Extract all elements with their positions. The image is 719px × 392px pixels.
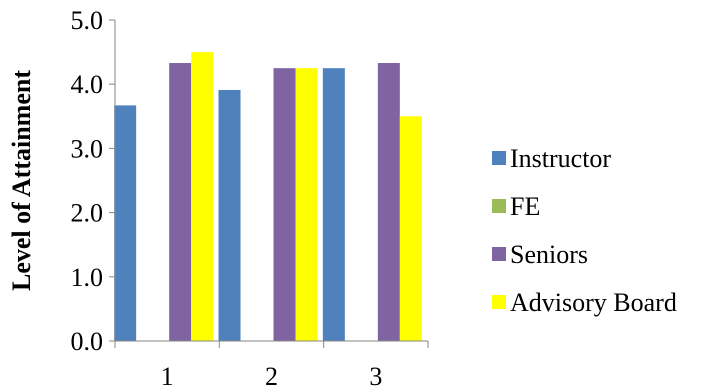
bar-seniors-2 (273, 68, 296, 342)
x-tick-label: 3 (369, 362, 382, 391)
bar-advisory-board-1 (191, 52, 214, 341)
y-tick-label: 0.0 (71, 327, 104, 356)
bar-seniors-1 (169, 63, 192, 341)
axes: 0.0 1.0 2.0 3.0 4.0 5.0 1 2 3 Level of Attainment (7, 6, 429, 391)
legend-label: Instructor (510, 144, 611, 173)
legend-swatch (492, 247, 506, 261)
y-tick-label: 5.0 (71, 6, 104, 35)
bar-seniors-3 (377, 63, 400, 341)
legend-swatch (492, 295, 506, 309)
plot-area (114, 52, 422, 342)
bar-advisory-board-2 (295, 68, 318, 342)
legend-swatch (492, 151, 506, 165)
y-tick-label: 3.0 (71, 134, 104, 163)
y-tick-label: 2.0 (71, 199, 104, 228)
y-axis-title: Level of Attainment (7, 70, 36, 291)
bar-instructor-2 (218, 89, 241, 341)
y-tick-label: 4.0 (71, 70, 104, 99)
y-tick-label: 1.0 (71, 263, 104, 292)
legend-label: Advisory Board (510, 288, 677, 317)
x-tick-label: 2 (265, 362, 278, 391)
legend-label: Seniors (510, 240, 588, 269)
bar-instructor-1 (114, 105, 137, 341)
legend: Instructor FE Seniors Advisory Board (492, 144, 677, 317)
legend-swatch (492, 199, 506, 213)
legend-label: FE (510, 192, 540, 221)
x-tick-label: 1 (161, 362, 174, 391)
bar-advisory-board-3 (399, 116, 422, 341)
bar-instructor-3 (322, 68, 345, 342)
